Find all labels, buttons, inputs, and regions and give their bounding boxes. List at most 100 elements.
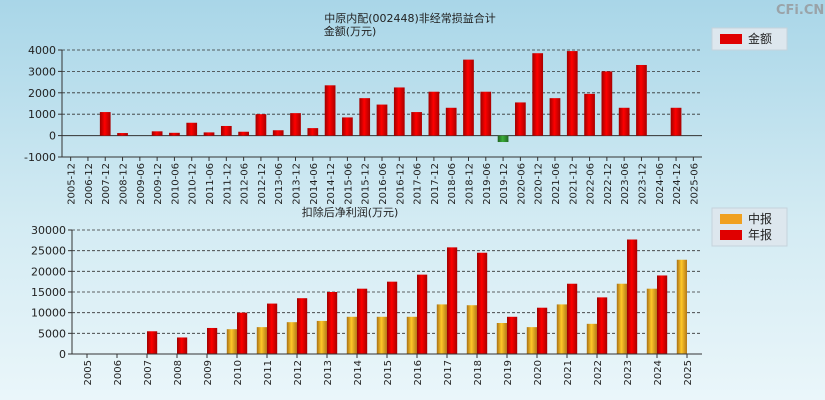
bar-2024-12 bbox=[670, 107, 682, 136]
bar-年报-2017 bbox=[447, 247, 458, 354]
x-tick-label: 2021-12 bbox=[568, 163, 579, 205]
legend-label: 年报 bbox=[748, 227, 772, 242]
x-tick-label: 2024 bbox=[653, 360, 664, 385]
x-tick-label: 2019-06 bbox=[482, 163, 493, 205]
bar-年报-2011 bbox=[267, 303, 278, 354]
legend-box bbox=[711, 27, 788, 51]
bar-年报-2014 bbox=[357, 288, 368, 354]
chart1-legend: 金额 bbox=[711, 27, 788, 51]
x-tick-label: 2008 bbox=[173, 360, 184, 385]
x-tick-label: 2018-06 bbox=[447, 163, 458, 205]
bar-2013-06 bbox=[272, 130, 284, 136]
x-tick-label: 2017-12 bbox=[430, 163, 441, 205]
bar-中报-2011 bbox=[256, 327, 267, 354]
x-tick-label: 2010-06 bbox=[170, 163, 181, 205]
bar-2022-06 bbox=[584, 93, 595, 136]
x-tick-label: 2011-12 bbox=[222, 163, 233, 205]
bar-2014-06 bbox=[307, 128, 319, 136]
bar-中报-2018 bbox=[466, 305, 477, 354]
chart1-title: 中原内配(002448)非经常损益合计 bbox=[324, 11, 496, 25]
bar-2016-06 bbox=[376, 104, 388, 136]
x-tick-label: 2016-12 bbox=[395, 163, 406, 205]
x-tick-label: 2006 bbox=[113, 360, 124, 385]
x-tick-label: 2022-12 bbox=[603, 163, 614, 205]
x-tick-label: 2022-06 bbox=[586, 163, 597, 205]
bar-2015-12 bbox=[359, 98, 371, 136]
x-tick-label: 2025 bbox=[683, 360, 694, 385]
bar-2012-12 bbox=[255, 114, 267, 136]
x-tick-label: 2007-12 bbox=[101, 163, 112, 205]
legend-label: 中报 bbox=[748, 211, 772, 226]
bar-年报-2024 bbox=[657, 275, 668, 354]
bar-2011-06 bbox=[203, 132, 215, 136]
bar-年报-2018 bbox=[477, 252, 488, 354]
x-tick-label: 2017-06 bbox=[413, 163, 424, 205]
y-tick-label: 2000 bbox=[28, 87, 56, 100]
bar-中报-2021 bbox=[556, 304, 567, 354]
x-tick-label: 2013-06 bbox=[274, 163, 285, 205]
bar-中报-2013 bbox=[316, 320, 327, 354]
bar-年报-2015 bbox=[387, 281, 398, 354]
x-tick-label: 2020 bbox=[533, 360, 544, 385]
y-tick-label: 1000 bbox=[28, 108, 56, 121]
bar-2007-12 bbox=[99, 112, 111, 136]
y-tick-label: 10000 bbox=[31, 307, 66, 320]
bar-年报-2020 bbox=[537, 307, 548, 354]
bar-年报-2010 bbox=[237, 312, 248, 354]
bar-2019-12 bbox=[497, 135, 509, 143]
x-tick-label: 2023 bbox=[623, 360, 634, 385]
y-tick-label: 4000 bbox=[28, 44, 56, 57]
bar-年报-2016 bbox=[417, 274, 428, 354]
x-tick-label: 2013-12 bbox=[292, 163, 303, 205]
x-tick-label: 2010-12 bbox=[188, 163, 199, 205]
bar-2014-12 bbox=[324, 85, 336, 136]
x-tick-label: 2024-06 bbox=[655, 163, 666, 205]
bar-2019-06 bbox=[480, 91, 492, 136]
y-tick-label: 15000 bbox=[31, 286, 66, 299]
bar-年报-2019 bbox=[507, 316, 518, 354]
y-tick-label: 0 bbox=[49, 130, 56, 143]
x-tick-label: 2012-06 bbox=[240, 163, 251, 205]
bar-中报-2014 bbox=[346, 316, 357, 354]
y-tick-label: -1000 bbox=[24, 151, 56, 164]
bar-年报-2007 bbox=[147, 331, 158, 354]
bar-中报-2019 bbox=[496, 323, 507, 354]
bar-2021-12 bbox=[566, 51, 578, 136]
x-tick-label: 2025-06 bbox=[689, 163, 700, 205]
bar-年报-2022 bbox=[597, 297, 608, 354]
bar-中报-2020 bbox=[526, 327, 537, 354]
bar-中报-2015 bbox=[376, 316, 387, 354]
legend-swatch bbox=[720, 214, 742, 224]
legend-swatch bbox=[720, 230, 742, 240]
bar-年报-2012 bbox=[297, 298, 308, 354]
x-tick-label: 2020-12 bbox=[534, 163, 545, 205]
bar-年报-2013 bbox=[327, 292, 338, 354]
x-tick-label: 2015 bbox=[383, 360, 394, 385]
x-tick-label: 2023-06 bbox=[620, 163, 631, 205]
x-tick-label: 2015-06 bbox=[343, 163, 354, 205]
x-tick-label: 2008-12 bbox=[119, 163, 130, 205]
bar-中报-2023 bbox=[616, 283, 627, 354]
legend-label: 金额 bbox=[748, 31, 772, 46]
bar-2017-06 bbox=[411, 112, 422, 136]
x-tick-label: 2014-12 bbox=[326, 163, 337, 205]
x-tick-label: 2014-06 bbox=[309, 163, 320, 205]
bar-2011-12 bbox=[220, 125, 232, 136]
bar-中报-2010 bbox=[226, 329, 237, 354]
bar-2022-12 bbox=[601, 71, 613, 136]
x-tick-label: 2005 bbox=[83, 360, 94, 385]
bar-2013-12 bbox=[290, 113, 301, 136]
x-tick-label: 2005-12 bbox=[67, 163, 78, 205]
bar-年报-2023 bbox=[627, 239, 638, 354]
bar-2010-12 bbox=[186, 122, 198, 136]
x-tick-label: 2007 bbox=[143, 360, 154, 385]
x-tick-label: 2006-12 bbox=[84, 163, 95, 205]
chart2-title: 扣除后净利润(万元) bbox=[302, 205, 399, 219]
bar-2023-12 bbox=[636, 64, 647, 136]
y-tick-label: 30000 bbox=[31, 224, 66, 237]
x-tick-label: 2021-06 bbox=[551, 163, 562, 205]
bar-2018-12 bbox=[463, 59, 474, 136]
x-tick-label: 2013 bbox=[323, 360, 334, 385]
x-tick-label: 2018 bbox=[473, 360, 484, 385]
